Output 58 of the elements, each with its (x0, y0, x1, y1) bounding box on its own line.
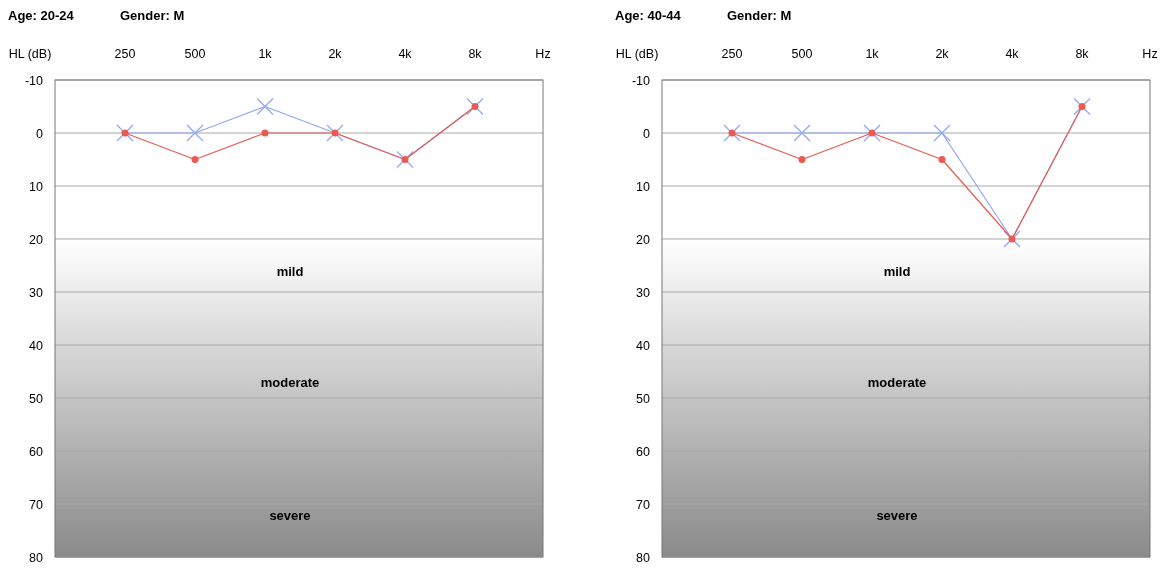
point (728, 129, 736, 137)
y-tick-label: -10 (631, 73, 651, 88)
y-tick-label: -10 (24, 73, 44, 88)
annotation: mild (883, 264, 911, 279)
chart-title: Age: 40-44 (615, 8, 682, 23)
x-tick-label: 250 (114, 47, 136, 61)
x-tick-label: 1k (258, 47, 273, 61)
point (938, 156, 946, 163)
y-tick-label: 40 (29, 338, 44, 353)
x-tick-label: 2k (328, 47, 343, 61)
point (1078, 103, 1086, 110)
chart-subtitle: Gender: M (120, 8, 185, 23)
x-axis-title: Hz (535, 47, 551, 61)
y-axis-title: HL (dB) (615, 47, 659, 61)
chart-subtitle: Gender: M (727, 8, 792, 23)
y-tick-label: 10 (29, 179, 44, 194)
x-tick-label: 4k (1005, 47, 1020, 61)
y-tick-label: 40 (636, 338, 651, 353)
y-tick-label: 80 (29, 550, 44, 565)
y-tick-label: 60 (29, 444, 44, 459)
y-tick-label: 60 (636, 444, 651, 459)
y-tick-label: 70 (29, 497, 44, 512)
point (121, 129, 129, 137)
y-axis-title: HL (dB) (8, 47, 52, 61)
chart-title: Age: 20-24 (8, 8, 75, 23)
x-tick-label: 2k (935, 47, 950, 61)
annotation: moderate (867, 375, 927, 390)
x-axis-title: Hz (1142, 47, 1158, 61)
annotation: severe (269, 508, 311, 523)
point (261, 129, 269, 137)
y-tick-label: 30 (29, 285, 44, 300)
point (1008, 235, 1016, 243)
y-tick-label: 20 (29, 232, 44, 247)
annotation: severe (876, 508, 918, 523)
point (471, 103, 479, 110)
x-tick-label: 500 (184, 47, 206, 61)
y-tick-label: 70 (636, 497, 651, 512)
y-tick-label: 0 (643, 126, 651, 141)
point (191, 156, 199, 163)
point (331, 129, 339, 137)
x-tick-label: 8k (468, 47, 483, 61)
x-tick-label: 8k (1075, 47, 1090, 61)
x-tick-label: 1k (865, 47, 880, 61)
y-tick-label: 80 (636, 550, 651, 565)
x-tick-label: 4k (398, 47, 413, 61)
y-tick-label: 50 (29, 391, 44, 406)
point (401, 156, 409, 163)
y-tick-label: 30 (636, 285, 651, 300)
y-tick-label: 10 (636, 179, 651, 194)
x-tick-label: 500 (791, 47, 813, 61)
annotation: mild (276, 264, 304, 279)
point (798, 156, 806, 163)
y-tick-label: 0 (36, 126, 44, 141)
point (868, 129, 876, 137)
annotation: moderate (260, 375, 320, 390)
y-tick-label: 20 (636, 232, 651, 247)
y-tick-label: 50 (636, 391, 651, 406)
x-tick-label: 250 (721, 47, 743, 61)
